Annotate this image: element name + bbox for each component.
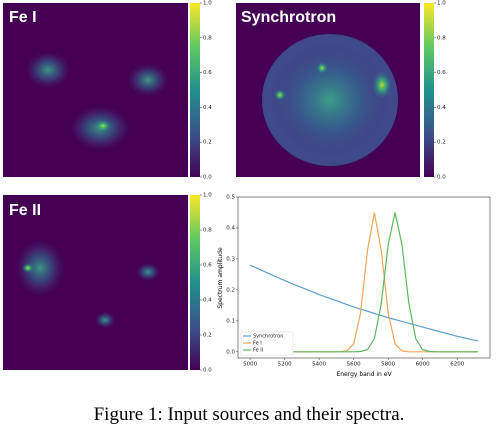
x-tick-label: 6000 <box>416 362 430 368</box>
x-tick-label: 5000 <box>243 362 257 368</box>
colorbar-tick-label: 0.2 <box>437 140 446 146</box>
colorbar-tick-label: 0.2 <box>203 140 212 146</box>
colorbar-tick-label: 0.6 <box>203 263 212 269</box>
legend-label: Fe II <box>253 348 263 354</box>
colorbar-tick-label: 0.4 <box>437 105 446 111</box>
colorbar-tick-label: 1.0 <box>437 1 446 7</box>
legend-label: Fe I <box>253 341 262 347</box>
x-tick-label: 5200 <box>278 362 292 368</box>
colorbar-tick-label: 0.6 <box>203 70 212 76</box>
x-tick-label: 5400 <box>312 362 326 368</box>
fe1-image <box>3 3 188 177</box>
colorbar-tick-label: 0.8 <box>437 35 446 41</box>
colorbar-tick-label: 0.0 <box>203 175 212 181</box>
y-tick-label: 0.5 <box>226 195 235 201</box>
y-tick-label: 0.2 <box>226 287 235 293</box>
y-tick-label: 0.3 <box>226 256 235 262</box>
legend-box <box>240 331 294 356</box>
legend-label: Synchrotron <box>253 334 283 340</box>
colorbar <box>190 3 200 177</box>
colorbar-tick-label: 0.0 <box>203 368 212 374</box>
plot-frame <box>237 196 491 359</box>
colorbar-tick-label: 0.6 <box>437 70 446 76</box>
x-tick-label: 5600 <box>347 362 361 368</box>
colorbar-tick-label: 1.0 <box>203 193 212 199</box>
y-axis-label: Spectrum amplitude <box>217 247 224 309</box>
x-tick-label: 6200 <box>450 362 464 368</box>
colorbar-tick-label: 0.0 <box>437 175 446 181</box>
panel-label: Fe I <box>9 9 37 26</box>
y-tick-label: 0.0 <box>226 349 235 355</box>
colorbar-tick-label: 0.8 <box>203 228 212 234</box>
colorbar <box>424 3 434 177</box>
colorbar <box>190 195 200 370</box>
colorbar-tick-label: 1.0 <box>203 1 212 7</box>
caption: Figure 1: Input sources and their spectr… <box>94 404 405 425</box>
colorbar-tick-label: 0.2 <box>203 333 212 339</box>
fe2-image <box>3 195 188 370</box>
panel-label: Fe II <box>9 202 41 219</box>
colorbar-tick-label: 0.4 <box>203 105 212 111</box>
colorbar-tick-label: 0.8 <box>203 35 212 41</box>
colorbar-tick-label: 0.4 <box>203 298 212 304</box>
panel-label: Synchrotron <box>241 9 336 26</box>
y-tick-label: 0.1 <box>226 318 235 324</box>
series-line <box>250 212 478 353</box>
x-tick-label: 5800 <box>381 362 395 368</box>
y-tick-label: 0.4 <box>226 225 235 231</box>
x-axis-label: Energy band in eV <box>336 371 392 378</box>
synchrotron-image <box>236 3 420 177</box>
series-line <box>249 264 479 342</box>
